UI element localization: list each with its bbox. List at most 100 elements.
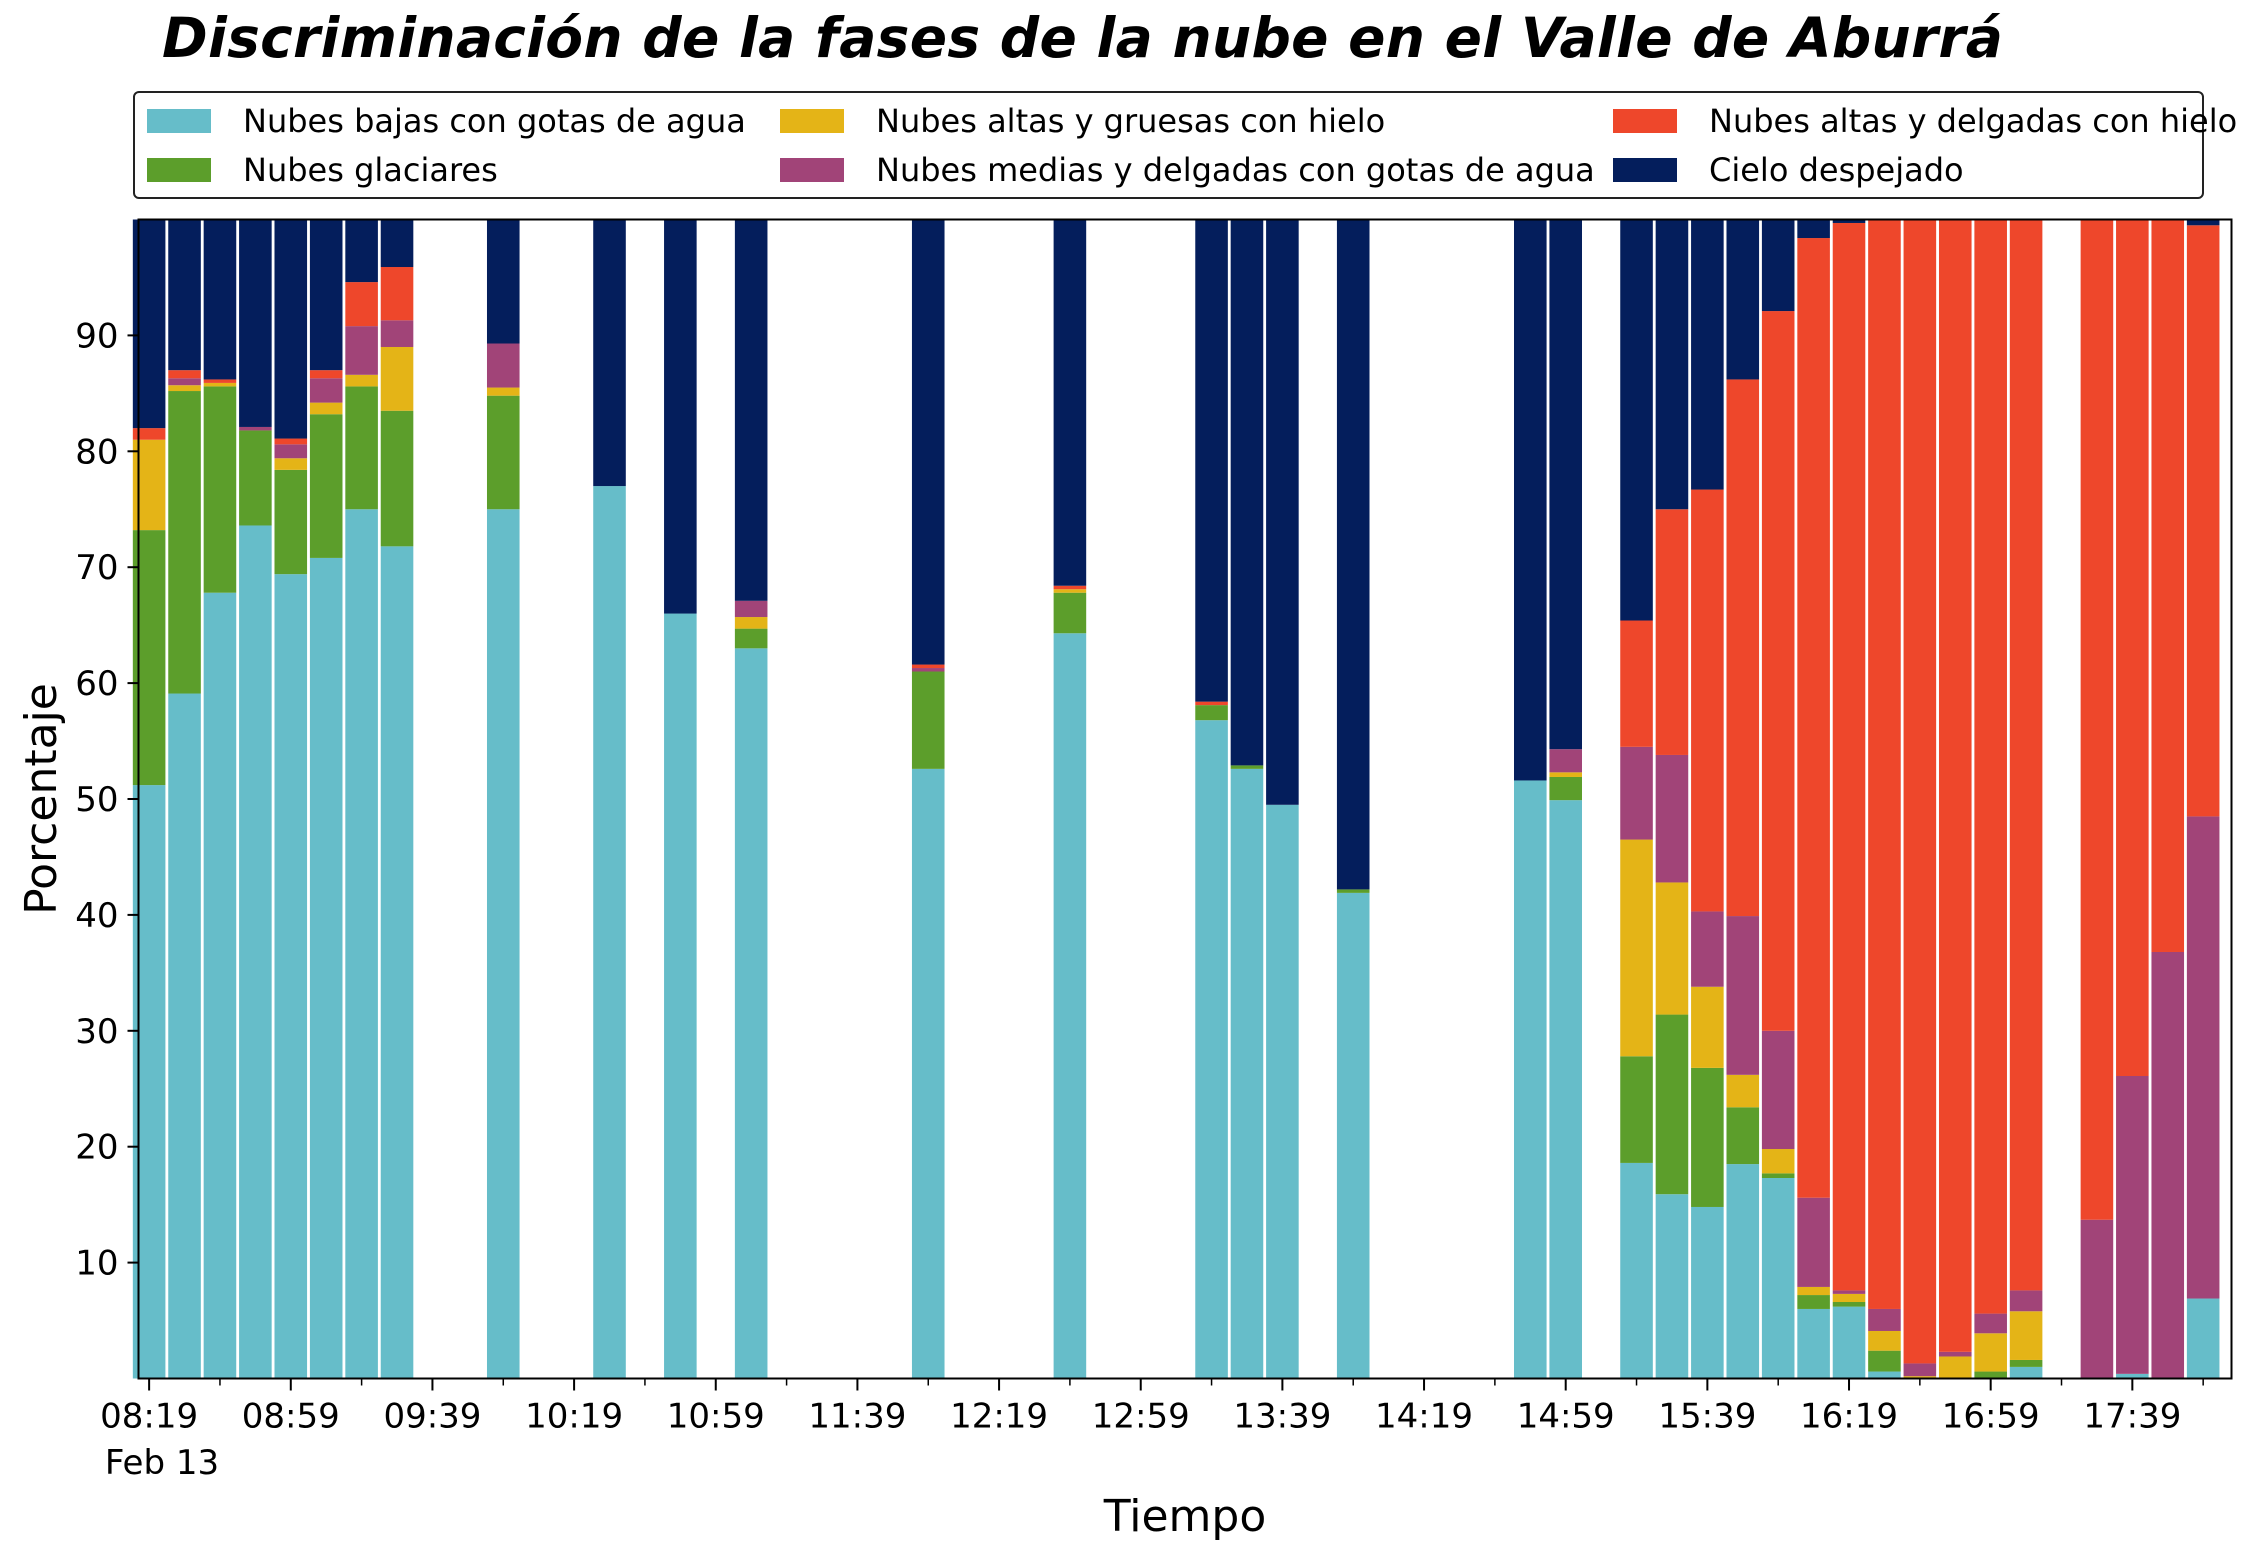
bar-segment: [2080, 219, 2114, 1220]
bar-segment: [2080, 1219, 2114, 1379]
bar-segment: [1691, 219, 1724, 490]
bar-segment: [1266, 804, 1299, 1379]
bar-segment: [1761, 1173, 1795, 1178]
bar-segment: [239, 219, 272, 427]
bar-segment: [486, 509, 520, 1379]
bar-segment: [1655, 1194, 1689, 1379]
bar-segment: [2116, 1076, 2149, 1374]
bar-segment: [345, 386, 378, 510]
bar-segment: [203, 382, 237, 387]
bar-segment: [1832, 1293, 1866, 1302]
bar-segment: [1620, 839, 1653, 1057]
bar-segment: [593, 219, 626, 487]
bar-segment: [911, 668, 945, 672]
bar-segment: [734, 648, 768, 1379]
bar-segment: [1691, 986, 1724, 1068]
bar-segment: [2116, 1373, 2149, 1379]
bar-segment: [2009, 219, 2043, 1291]
bar-segment: [1549, 219, 1582, 750]
legend-swatch: [1613, 109, 1677, 133]
bar-segment: [1726, 1164, 1760, 1379]
x-tick-label: 14:19: [1375, 1397, 1473, 1437]
bar-segment: [1336, 892, 1370, 1379]
bar-segment: [1691, 911, 1724, 987]
bar-segment: [1266, 219, 1299, 805]
bar-segment: [1549, 800, 1582, 1379]
legend-item: Cielo despejado: [1613, 151, 1964, 189]
bar-segment: [168, 391, 201, 694]
y-tick-label: 20: [75, 1128, 118, 1168]
x-axis: 08:19 08:59 09:39 10:19 10:59 11:39 12:19 12:59…: [100, 1378, 2204, 1437]
y-axis-label: Porcentaje: [16, 683, 67, 915]
bar-segment: [1549, 749, 1582, 773]
bar-segment: [911, 219, 945, 665]
bar-segment: [1053, 633, 1087, 1379]
bar-segment: [1832, 222, 1866, 1291]
legend-swatch: [780, 109, 844, 133]
bar-segment: [168, 378, 201, 386]
bar-segment: [734, 617, 768, 629]
bar-segment: [1053, 219, 1087, 586]
bar-segment: [1903, 219, 1937, 1364]
bar-segment: [1761, 311, 1795, 1031]
bar-segment: [345, 509, 378, 1379]
bar-segment: [1868, 1330, 1901, 1351]
bar-segment: [239, 426, 272, 431]
bar-segment: [734, 600, 768, 618]
bar-segment: [1761, 1149, 1795, 1174]
bar-segment: [345, 219, 378, 283]
bar-segment: [1195, 720, 1228, 1379]
bar-segment: [1868, 1308, 1901, 1331]
x-tick-label: 10:19: [525, 1397, 623, 1437]
bar-segment: [1868, 1371, 1901, 1379]
bar-segment: [1974, 1333, 2007, 1372]
bar-segment: [380, 267, 414, 321]
y-tick-label: 90: [75, 316, 118, 356]
bar-segment: [2009, 1359, 2043, 1367]
bar-segment: [1797, 1197, 1830, 1287]
bar-segment: [168, 693, 201, 1379]
bar-segment: [380, 320, 414, 347]
bar-segment: [2009, 1311, 2043, 1360]
bar-segment: [309, 378, 343, 403]
bar-segment: [1655, 882, 1689, 1015]
bar-segment: [1832, 1290, 1866, 1294]
bar-segment: [1938, 1356, 1972, 1379]
bar-segment: [1620, 746, 1653, 840]
bar-segment: [168, 219, 201, 371]
bar-segment: [1195, 219, 1228, 702]
bar-segment: [274, 458, 308, 470]
bar-segment: [1938, 219, 1972, 1352]
bar-segment: [274, 469, 308, 575]
bar-segment: [1230, 765, 1264, 769]
x-tick-label: 10:59: [667, 1397, 765, 1437]
bar-segment: [1726, 379, 1760, 917]
bar-segment: [1655, 1014, 1689, 1195]
x-axis-date-label: Feb 13: [105, 1443, 219, 1483]
legend-label: Nubes bajas con gotas de agua: [243, 102, 746, 140]
bar-segment: [2151, 219, 2185, 952]
x-tick-label: 15:39: [1658, 1397, 1756, 1437]
legend-label: Cielo despejado: [1709, 151, 1964, 189]
legend-swatch: [147, 158, 211, 182]
bar-segment: [486, 395, 520, 510]
x-tick-label: 13:39: [1233, 1397, 1331, 1437]
y-tick-label: 70: [75, 548, 118, 588]
bar-segment: [168, 370, 201, 379]
x-tick-label: 12:19: [950, 1397, 1048, 1437]
legend-swatch: [1613, 158, 1677, 182]
bar-segment: [1726, 916, 1760, 1075]
chart-title: Discriminación de la fases de la nube en…: [162, 6, 2004, 70]
bar-segment: [2186, 1298, 2220, 1379]
bar-segment: [1726, 1107, 1760, 1165]
x-tick-label: 09:39: [383, 1397, 481, 1437]
bar-segment: [168, 385, 201, 392]
bar-segment: [1761, 1177, 1795, 1379]
bar-segment: [664, 219, 697, 614]
y-tick-label: 80: [75, 432, 118, 472]
bar-segment: [1336, 219, 1370, 890]
bar-segment: [2151, 951, 2185, 1379]
bar-segment: [1797, 1308, 1830, 1379]
bar-segment: [1514, 780, 1547, 1379]
